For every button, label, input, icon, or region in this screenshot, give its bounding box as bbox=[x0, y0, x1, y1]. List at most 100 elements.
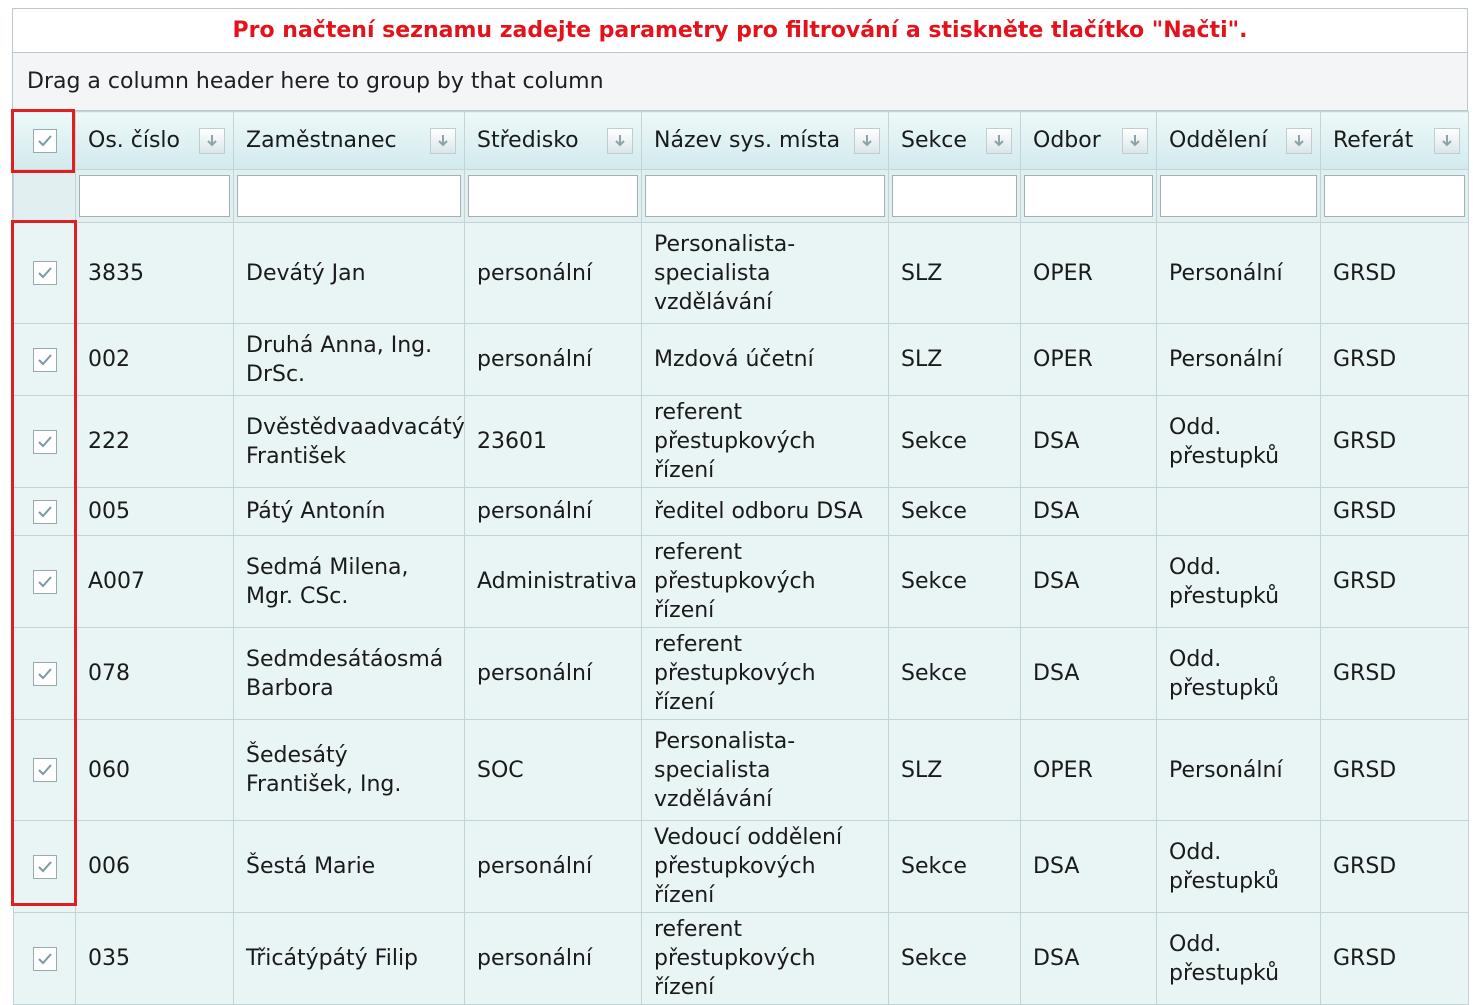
column-header-sekce[interactable]: Sekce bbox=[888, 111, 1021, 170]
table-row[interactable]: 005 Pátý Antonín personální ředitel odboru … bbox=[13, 487, 1469, 536]
cell-oddeleni: Odd. přestupků bbox=[1156, 912, 1321, 1005]
table-row[interactable]: A007 Sedmá Milena, Mgr. CSc. Administrativ… bbox=[13, 535, 1469, 628]
cell-os-cislo: 3835 bbox=[75, 222, 234, 324]
checkmark-icon bbox=[37, 267, 52, 279]
cell-sekce: SLZ bbox=[888, 323, 1021, 396]
cell-stredisko: 23601 bbox=[464, 395, 642, 488]
row-checkbox[interactable] bbox=[32, 347, 57, 372]
cell-referat: GRSD bbox=[1320, 820, 1469, 913]
filter-cell bbox=[233, 169, 465, 223]
filter-cell bbox=[1156, 169, 1321, 223]
group-by-panel[interactable]: Drag a column header here to group by th… bbox=[13, 53, 1467, 111]
column-header-zamestnanec[interactable]: Zaměstnanec bbox=[233, 111, 465, 170]
sort-arrow-down-icon[interactable] bbox=[1434, 127, 1460, 154]
row-checkbox[interactable] bbox=[32, 946, 57, 971]
row-checkbox[interactable] bbox=[32, 661, 57, 686]
filter-input-nazev-sys-mista[interactable] bbox=[645, 175, 885, 217]
table-row[interactable]: 006 Šestá Marie personální Vedoucí oddělení… bbox=[13, 820, 1469, 913]
cell-stredisko: Administrativa bbox=[464, 535, 642, 628]
filter-input-sekce[interactable] bbox=[892, 175, 1017, 217]
row-select-cell bbox=[13, 395, 76, 488]
sort-arrow-down-icon[interactable] bbox=[854, 127, 880, 154]
sort-arrow-down-icon[interactable] bbox=[1122, 127, 1148, 154]
filter-input-os-cislo[interactable] bbox=[79, 175, 230, 217]
cell-oddeleni: Personální bbox=[1156, 719, 1321, 821]
sort-arrow-down-icon[interactable] bbox=[199, 127, 225, 154]
cell-stredisko: personální bbox=[464, 323, 642, 396]
filter-input-odbor[interactable] bbox=[1024, 175, 1153, 217]
cell-stredisko: personální bbox=[464, 820, 642, 913]
filter-row bbox=[13, 169, 1469, 223]
cell-oddeleni: Odd. přestupků bbox=[1156, 535, 1321, 628]
row-select-cell bbox=[13, 535, 76, 628]
cell-sekce: SLZ bbox=[888, 222, 1021, 324]
row-checkbox[interactable] bbox=[32, 429, 57, 454]
cell-nazev-sys-mista: Mzdová účetní bbox=[641, 323, 889, 396]
column-title: Sekce bbox=[901, 128, 967, 153]
filter-input-stredisko[interactable] bbox=[468, 175, 638, 217]
column-header-referat[interactable]: Referát bbox=[1320, 111, 1469, 170]
cell-sekce: Sekce bbox=[888, 535, 1021, 628]
table-row[interactable]: 002 Druhá Anna, Ing. DrSc. personální Mzdov… bbox=[13, 323, 1469, 396]
filter-input-zamestnanec[interactable] bbox=[237, 175, 461, 217]
cell-referat: GRSD bbox=[1320, 719, 1469, 821]
cell-odbor: DSA bbox=[1020, 820, 1157, 913]
cell-odbor: DSA bbox=[1020, 627, 1157, 720]
cell-odbor: OPER bbox=[1020, 222, 1157, 324]
table-row[interactable]: 078 Sedmdesátáosmá Barbora personální refer… bbox=[13, 627, 1469, 720]
filter-input-referat[interactable] bbox=[1324, 175, 1465, 217]
cell-os-cislo: 002 bbox=[75, 323, 234, 396]
sort-arrow-down-icon[interactable] bbox=[607, 127, 633, 154]
checkmark-icon bbox=[37, 952, 52, 964]
row-select-cell bbox=[13, 912, 76, 1005]
cell-referat: GRSD bbox=[1320, 395, 1469, 488]
cell-oddeleni bbox=[1156, 487, 1321, 536]
grid-body: 3835 Devátý Jan personální Personalista-spe… bbox=[13, 222, 1469, 1005]
checkmark-icon bbox=[37, 764, 52, 776]
filter-input-oddeleni[interactable] bbox=[1160, 175, 1317, 217]
cell-stredisko: personální bbox=[464, 487, 642, 536]
sort-arrow-down-icon[interactable] bbox=[1286, 127, 1312, 154]
row-checkbox[interactable] bbox=[32, 758, 57, 782]
column-title: Oddělení bbox=[1169, 128, 1268, 153]
cell-zamestnanec: Devátý Jan bbox=[233, 222, 465, 324]
employee-grid: Pro načtení seznamu zadejte parametry pr… bbox=[12, 8, 1469, 1005]
cell-os-cislo: 006 bbox=[75, 820, 234, 913]
cell-zamestnanec: Druhá Anna, Ing. DrSc. bbox=[233, 323, 465, 396]
table-row[interactable]: 222 Dvěstědvaadvacátý František 23601 refer… bbox=[13, 395, 1469, 488]
column-header-oddeleni[interactable]: Oddělení bbox=[1156, 111, 1321, 170]
table-row[interactable]: 3835 Devátý Jan personální Personalista-spe… bbox=[13, 222, 1469, 324]
column-header-odbor[interactable]: Odbor bbox=[1020, 111, 1157, 170]
cell-nazev-sys-mista: referent přestupkových řízení bbox=[641, 535, 889, 628]
table-row[interactable]: 035 Třicátýpátý Filip personální referent p… bbox=[13, 912, 1469, 1005]
column-title: Odbor bbox=[1033, 128, 1101, 153]
sort-arrow-down-icon[interactable] bbox=[430, 127, 456, 154]
cell-nazev-sys-mista: Personalista-specialista vzdělávání bbox=[641, 222, 889, 324]
column-title: Referát bbox=[1333, 128, 1414, 153]
column-header-os-cislo[interactable]: Os. číslo bbox=[75, 111, 234, 170]
cell-nazev-sys-mista: referent přestupkových řízení bbox=[641, 395, 889, 488]
row-checkbox[interactable] bbox=[32, 499, 57, 524]
cell-zamestnanec: Sedmdesátáosmá Barbora bbox=[233, 627, 465, 720]
cell-odbor: DSA bbox=[1020, 395, 1157, 488]
cell-os-cislo: 005 bbox=[75, 487, 234, 536]
row-checkbox[interactable] bbox=[32, 854, 57, 879]
cell-odbor: OPER bbox=[1020, 719, 1157, 821]
column-header-nazev-sys-mista[interactable]: Název sys. místa bbox=[641, 111, 889, 170]
sort-arrow-down-icon[interactable] bbox=[986, 127, 1012, 154]
cell-stredisko: personální bbox=[464, 912, 642, 1005]
cell-nazev-sys-mista: ředitel odboru DSA bbox=[641, 487, 889, 536]
filter-cell bbox=[1020, 169, 1157, 223]
select-all-checkbox[interactable] bbox=[32, 129, 57, 153]
cell-zamestnanec: Pátý Antonín bbox=[233, 487, 465, 536]
table-row[interactable]: 060 Šedesátý František, Ing. SOC Personalis… bbox=[13, 719, 1469, 821]
filter-cell bbox=[464, 169, 642, 223]
filter-notice: Pro načtení seznamu zadejte parametry pr… bbox=[13, 9, 1467, 53]
column-header-stredisko[interactable]: Středisko bbox=[464, 111, 642, 170]
header-row: Os. číslo Zaměstnanec Středisko Název sy… bbox=[13, 111, 1469, 170]
row-checkbox[interactable] bbox=[32, 261, 57, 285]
cell-os-cislo: 035 bbox=[75, 912, 234, 1005]
row-checkbox[interactable] bbox=[32, 569, 57, 594]
cell-referat: GRSD bbox=[1320, 323, 1469, 396]
cell-sekce: Sekce bbox=[888, 487, 1021, 536]
